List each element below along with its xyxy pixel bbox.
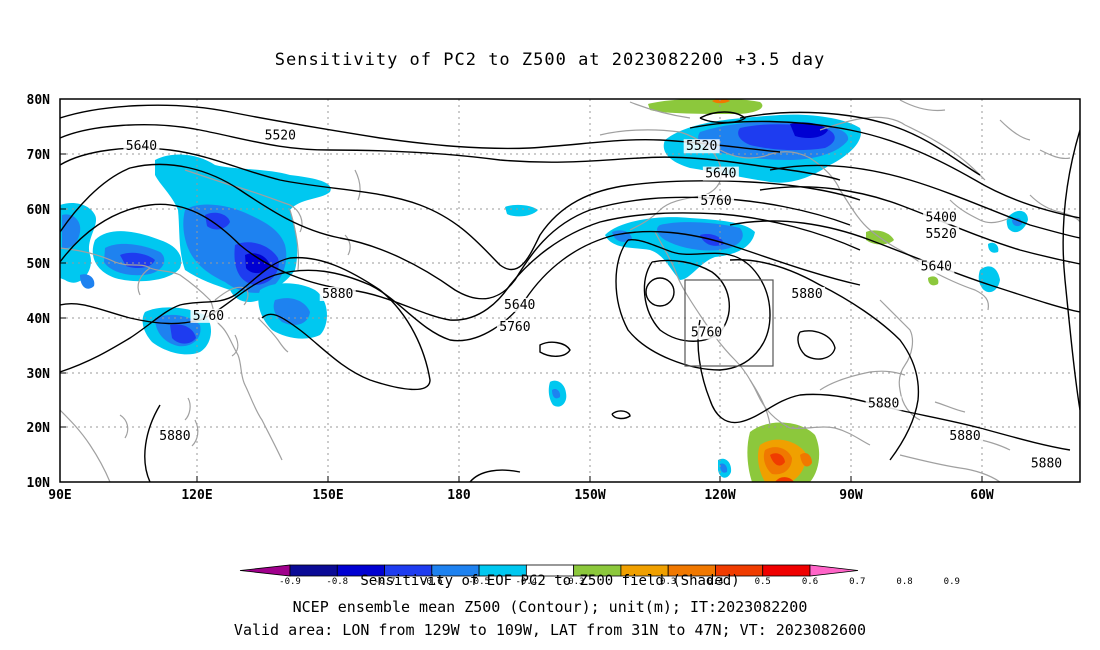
contour-label-bg — [262, 128, 299, 143]
coastlines — [60, 99, 1080, 482]
lat-label: 50N — [27, 257, 51, 272]
contour-label: 5760 — [691, 325, 722, 340]
contour-label: 5760 — [700, 194, 731, 209]
lat-label: 30N — [27, 367, 51, 382]
colorbar-tick-label: -0.5 — [468, 577, 490, 587]
contour-label-bg — [865, 396, 902, 411]
contour-label: 5640 — [921, 260, 952, 275]
contour-label: 5400 — [925, 210, 956, 225]
contour-label-bg — [918, 259, 955, 274]
colorbar-tick-label: -0.6 — [421, 577, 443, 587]
contour-labels: 5520 5640 5520 5640 5760 5400 5520 5640 5880 5880… — [123, 128, 1065, 472]
lon-label: 150E — [312, 488, 343, 503]
lon-label: 60W — [970, 488, 994, 503]
lon-label: 150W — [574, 488, 605, 503]
lat-label: 80N — [27, 93, 51, 108]
contour-label-bg — [501, 297, 538, 312]
contour-label-bg — [190, 308, 227, 323]
lon-labels: 90E 120E 150E 180 150W 120W 90W 60W — [48, 488, 994, 503]
lon-label: 90E — [48, 488, 71, 503]
lat-label: 10N — [27, 476, 51, 491]
lon-label: 120W — [704, 488, 735, 503]
colorbar-tick-label: 0.7 — [849, 577, 865, 587]
colorbar-tick-label: -0.8 — [326, 577, 348, 587]
contour-label: 5640 — [126, 139, 157, 154]
contour-label-bg — [947, 429, 984, 444]
map-frame — [59, 98, 1081, 483]
contour-label: 5520 — [265, 128, 296, 143]
caption-shaded: Sensitivity of EOF PC2 to Z500 field (Sh… — [360, 573, 740, 589]
contour-label-bg — [702, 166, 739, 181]
lat-label: 70N — [27, 148, 51, 163]
contour-label-bg — [319, 286, 356, 301]
colorbar-tick-label: 0.9 — [944, 577, 960, 587]
contour-label: 5880 — [868, 396, 899, 411]
plot-title: Sensitivity of PC2 to Z500 at 2023082200… — [274, 50, 826, 70]
contour-label-bg — [698, 193, 735, 208]
contour-label: 5520 — [686, 139, 717, 154]
colorbar-tick-label: 0.5 — [755, 577, 771, 587]
colorbar-tick-label: -0.9 — [279, 577, 301, 587]
contour-label-bg — [156, 429, 193, 444]
colorbar-tick-label: 0.6 — [802, 577, 818, 587]
colorbar-arrow-right — [809, 564, 859, 577]
sensitivity-shading — [60, 99, 1028, 482]
contour-label: 5880 — [791, 287, 822, 302]
contour-label-bg — [1028, 456, 1065, 471]
colorbar-tick-label: 0.3 — [660, 577, 676, 587]
contour-label-bg — [688, 325, 725, 340]
contour-label-bg — [923, 210, 960, 225]
z500-contours — [60, 104, 1080, 482]
contour-label: 5880 — [159, 429, 190, 444]
lat-label: 20N — [27, 421, 51, 436]
colorbar-tick-label: -0.7 — [374, 577, 396, 587]
contour-label: 5880 — [322, 287, 353, 302]
lon-label: 90W — [839, 488, 863, 503]
lat-label: 40N — [27, 312, 51, 327]
contour-label: 5760 — [499, 320, 530, 335]
lat-labels: 80N 70N 60N 50N 40N 30N 20N 10N — [27, 93, 51, 491]
contour-label: 5640 — [504, 298, 535, 313]
colorbar-tick-label: -0.3 — [563, 577, 585, 587]
contour-label: 5520 — [925, 227, 956, 242]
lat-lon-grid — [60, 99, 1080, 482]
colorbar-tick-label: 0.4 — [707, 577, 723, 587]
contour-label-bg — [123, 139, 160, 154]
contour-label: 5760 — [193, 309, 224, 324]
colorbar-tick-label: 0.8 — [896, 577, 912, 587]
contour-label-bg — [923, 226, 960, 241]
contour-label-bg — [496, 319, 533, 334]
axis-ticks — [60, 98, 983, 482]
lon-label: 180 — [447, 488, 471, 503]
colorbar: -0.9 -0.8 -0.7 -0.6 -0.5 -0.4 -0.3 0.3 0.4 0.5 0.6… — [239, 564, 960, 587]
caption-contour: NCEP ensemble mean Z500 (Contour); unit(… — [292, 598, 808, 616]
colorbar-tick-label: -0.4 — [516, 577, 538, 587]
contour-label: 5880 — [949, 429, 980, 444]
contour-label-bg — [683, 139, 720, 154]
lat-label: 60N — [27, 203, 51, 218]
lon-label: 120E — [181, 488, 212, 503]
caption-valid-area: Valid area: LON from 129W to 109W, LAT f… — [233, 621, 867, 639]
contour-label: 5640 — [705, 167, 736, 182]
contour-label: 5880 — [1031, 457, 1062, 472]
valid-area-box — [684, 279, 774, 367]
contour-label-bg — [789, 286, 826, 301]
